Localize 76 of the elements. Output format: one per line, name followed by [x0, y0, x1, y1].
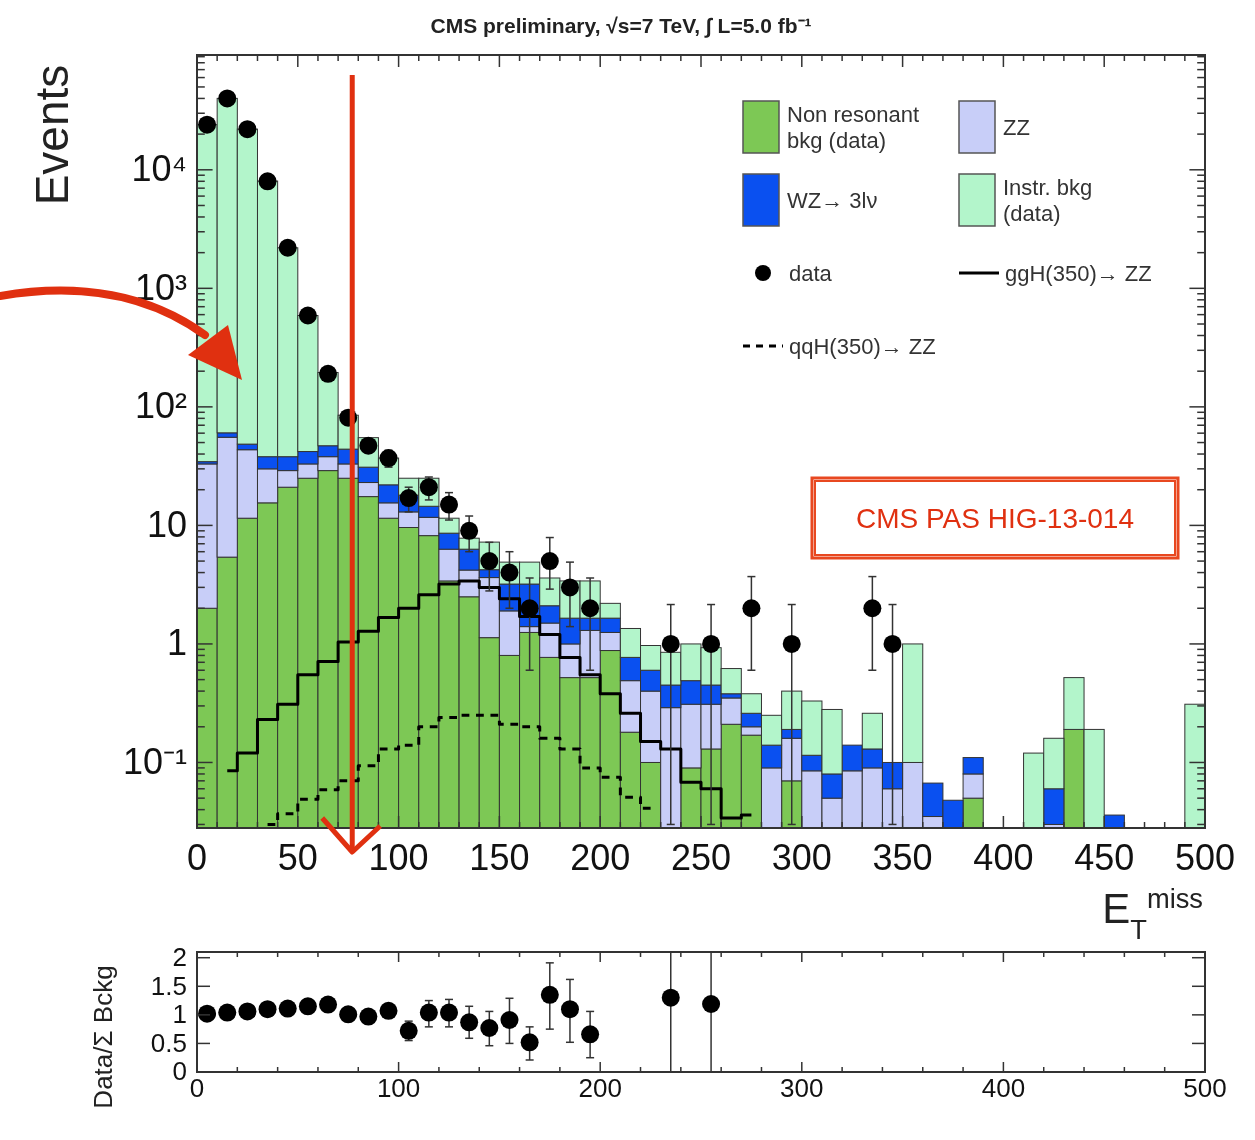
point	[540, 552, 559, 571]
y-tick-label: 10⁴	[131, 148, 187, 190]
x-tick-label: 350	[872, 837, 933, 878]
point	[560, 1000, 579, 1019]
point	[278, 999, 297, 1018]
point	[419, 1003, 438, 1022]
point	[500, 1011, 519, 1029]
point	[379, 1001, 398, 1020]
point	[520, 1033, 539, 1052]
point	[198, 1004, 217, 1023]
point	[460, 521, 479, 540]
y-tick-label: 1	[172, 999, 187, 1030]
point	[298, 306, 317, 325]
x-tick-label: 500	[1183, 1073, 1227, 1103]
y-tick-label: 10²	[134, 385, 188, 427]
point	[440, 495, 458, 514]
point	[883, 634, 902, 653]
x-tick-label: 100	[368, 837, 429, 878]
point	[782, 634, 801, 653]
point	[661, 634, 680, 653]
legend-label: ggH(350)→ ZZ	[1005, 260, 1152, 286]
y-tick-label: 1	[166, 622, 187, 664]
point	[359, 1007, 378, 1026]
point	[480, 1019, 499, 1037]
legend-label: Instr. bkg (data)	[1003, 174, 1093, 227]
x-tick-label: 400	[973, 837, 1034, 878]
point	[661, 988, 680, 1007]
point	[278, 238, 297, 257]
x-tick-label: 500	[1174, 837, 1236, 878]
chart-title: CMS preliminary, √s=7 TeV, ∫ L=5.0 fb⁻¹	[430, 14, 812, 38]
point	[742, 599, 761, 618]
point	[540, 985, 559, 1004]
point	[702, 995, 721, 1013]
legend-label: qqH(350)→ ZZ	[789, 333, 936, 359]
y-tick-label: 10	[146, 503, 187, 545]
point	[702, 634, 721, 653]
y-tick-label: 2	[172, 942, 187, 973]
x-tick-label: 400	[981, 1073, 1026, 1103]
point	[238, 1002, 257, 1021]
y-axis-title: Data/Σ Bckg	[88, 965, 118, 1109]
point	[198, 115, 217, 134]
x-tick-label: 150	[469, 837, 530, 878]
legend-label: data	[789, 260, 833, 286]
point	[258, 1000, 277, 1019]
y-tick-label: 1.5	[150, 970, 187, 1001]
y-axis-title: Events	[26, 64, 78, 206]
y-tick-label: 0.5	[150, 1027, 187, 1058]
point	[218, 1003, 237, 1022]
y-tick-label: 10⁻¹	[122, 740, 188, 782]
y-tick-label: 10³	[134, 266, 188, 308]
legend-label: Non resonant bkg (data)	[787, 101, 920, 154]
point	[319, 364, 338, 383]
point	[399, 489, 418, 508]
x-tick-label: 250	[670, 837, 732, 878]
x-tick-label: 200	[578, 1073, 622, 1103]
point	[218, 89, 237, 108]
x-tick-label: 100	[376, 1073, 421, 1103]
x-tick-label: 450	[1074, 837, 1135, 878]
legend-label: WZ→ 3lν	[787, 187, 878, 213]
x-tick-label: 300	[780, 1073, 824, 1103]
annotation: CMS PAS HIG-13-014	[855, 502, 1135, 534]
point	[581, 1025, 600, 1044]
point	[460, 1013, 479, 1032]
point	[560, 578, 579, 597]
point	[298, 997, 317, 1016]
point	[238, 120, 257, 139]
point	[258, 172, 277, 191]
point	[863, 599, 882, 618]
point	[319, 995, 338, 1014]
legend-label: ZZ	[1003, 114, 1030, 140]
point	[339, 1005, 358, 1024]
x-tick-label: 300	[771, 837, 832, 878]
point	[440, 1003, 458, 1022]
point	[399, 1021, 418, 1040]
x-tick-label: 200	[570, 837, 631, 878]
x-tick-label: 50	[277, 837, 318, 878]
